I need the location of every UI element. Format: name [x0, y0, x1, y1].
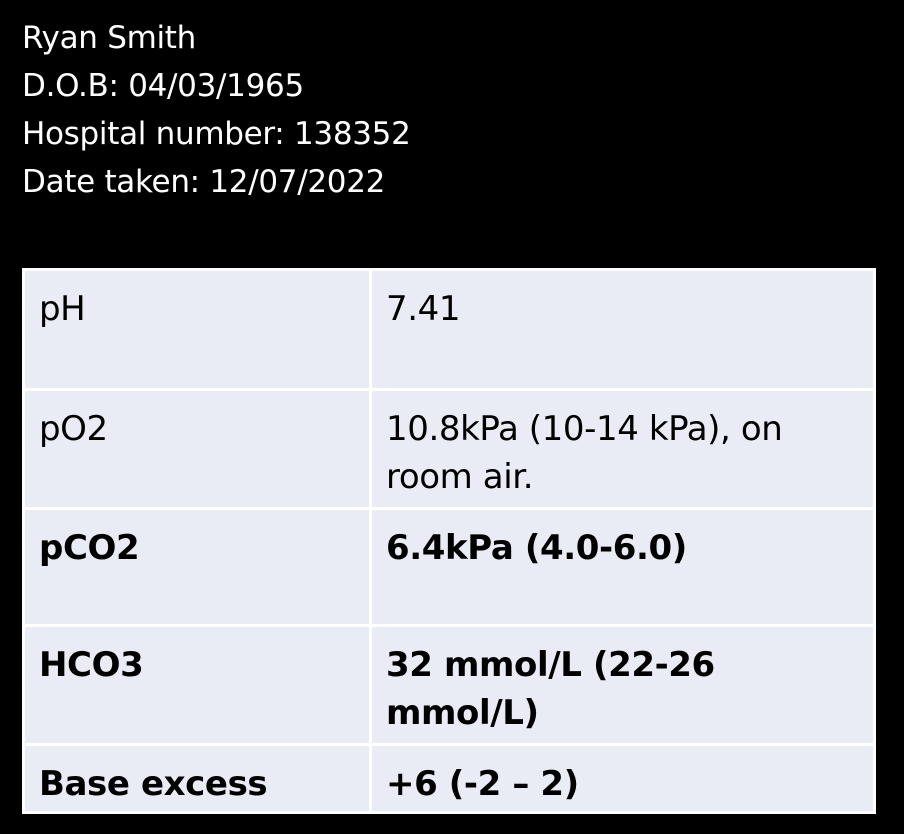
result-parameter: pH: [22, 268, 372, 391]
result-parameter: HCO3: [22, 623, 372, 747]
patient-details: Ryan Smith D.O.B: 04/03/1965 Hospital nu…: [22, 14, 411, 206]
date-taken: Date taken: 12/07/2022: [22, 164, 386, 200]
result-row-ph: pH 7.41: [22, 268, 876, 391]
result-value: 32 mmol/L (22-26 mmol/L): [369, 623, 876, 747]
result-row-hco3: HCO3 32 mmol/L (22-26 mmol/L): [22, 623, 876, 747]
result-parameter: Base excess: [22, 743, 372, 814]
result-value: 7.41: [369, 268, 876, 391]
patient-name: Ryan Smith: [22, 20, 196, 56]
hospital-number: Hospital number: 138352: [22, 116, 411, 152]
result-row-pco2: pCO2 6.4kPa (4.0-6.0): [22, 507, 876, 627]
result-row-po2: pO2 10.8kPa (10-14 kPa), on room air.: [22, 387, 876, 511]
result-row-base-excess: Base excess +6 (-2 – 2): [22, 743, 876, 814]
blood-gas-results-table: pH 7.41 pO2 10.8kPa (10-14 kPa), on room…: [22, 268, 876, 814]
patient-dob: D.O.B: 04/03/1965: [22, 68, 304, 104]
result-value: +6 (-2 – 2): [369, 743, 876, 814]
result-value: 10.8kPa (10-14 kPa), on room air.: [369, 387, 876, 511]
result-value: 6.4kPa (4.0-6.0): [369, 507, 876, 627]
result-parameter: pO2: [22, 387, 372, 511]
result-parameter: pCO2: [22, 507, 372, 627]
